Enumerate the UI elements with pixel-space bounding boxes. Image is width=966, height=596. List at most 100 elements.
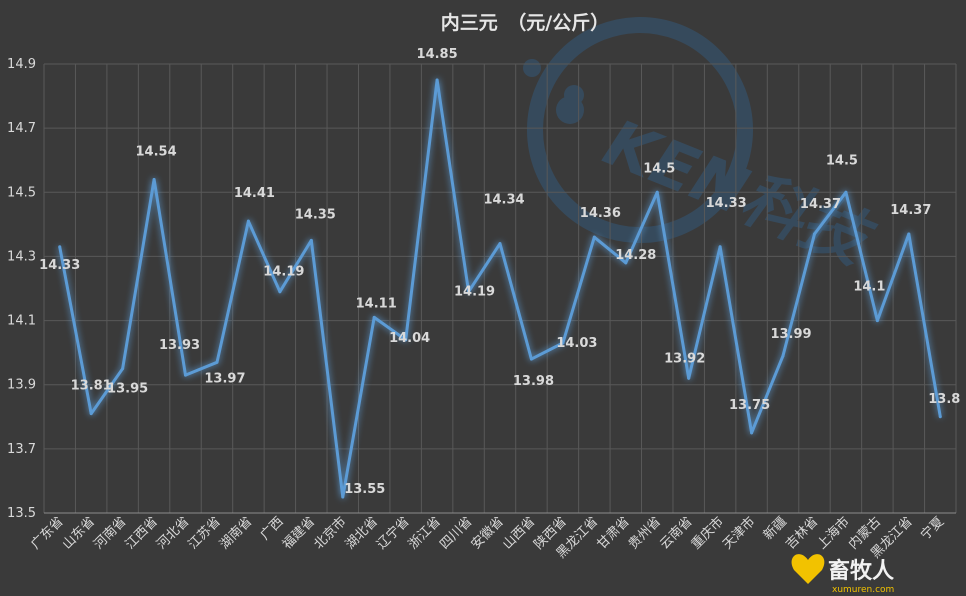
- y-axis: 13.5 13.7 13.9 14.1 14.3 14.5 14.7 14.9: [7, 57, 36, 521]
- data-point: [781, 354, 785, 358]
- x-tick-label: 天津市: [720, 514, 759, 553]
- y-tick-label: 13.5: [7, 506, 36, 521]
- data-label: 13.75: [729, 398, 770, 413]
- data-point: [121, 367, 125, 371]
- data-label: 13.81: [71, 379, 112, 394]
- data-point: [529, 357, 533, 361]
- data-point: [750, 431, 754, 435]
- data-label: 14.19: [454, 285, 495, 300]
- x-tick-label: 贵州省: [626, 514, 664, 552]
- data-point: [89, 412, 93, 416]
- data-label: 14.54: [136, 144, 177, 159]
- data-label: 14.03: [556, 336, 597, 351]
- x-tick-label: 吉林省: [783, 514, 821, 552]
- data-label: 14.11: [356, 296, 397, 311]
- chart-title: 内三元 （元/公斤）: [441, 11, 609, 34]
- data-point: [875, 319, 879, 323]
- series-line: [58, 78, 942, 499]
- x-tick-label: 辽宁省: [374, 514, 413, 553]
- data-label: 14.5: [643, 161, 675, 176]
- x-tick-label: 宁夏: [917, 514, 947, 544]
- data-label: 14.37: [800, 197, 841, 212]
- data-label: 13.8: [928, 392, 960, 407]
- data-label: 14.5: [826, 153, 858, 168]
- data-label: 14.33: [706, 196, 747, 211]
- site-watermark: 畜牧人 xumuren.com: [791, 554, 894, 595]
- data-label: 13.98: [513, 374, 554, 389]
- x-tick-label: 福建省: [280, 514, 318, 552]
- data-label: 14.04: [389, 331, 430, 346]
- data-label: 14.34: [483, 193, 524, 208]
- data-point: [341, 495, 345, 499]
- x-tick-label: 云南省: [657, 514, 696, 553]
- x-tick-label: 浙江省: [406, 514, 444, 552]
- data-point: [152, 177, 156, 181]
- data-point: [687, 376, 691, 380]
- data-point: [624, 261, 628, 265]
- data-point: [372, 315, 376, 319]
- data-point: [435, 78, 439, 82]
- data-point: [309, 238, 313, 242]
- data-label: 14.85: [417, 47, 458, 62]
- data-label: 14.37: [890, 203, 931, 218]
- data-point: [246, 219, 250, 223]
- data-point: [58, 245, 62, 249]
- data-label: 14.1: [853, 280, 885, 295]
- data-label: 14.19: [263, 265, 304, 280]
- data-point: [561, 341, 565, 345]
- x-tick-label: 安徽省: [469, 514, 507, 552]
- x-tick-label: 江苏省: [185, 514, 224, 553]
- site-url: xumuren.com: [832, 585, 894, 595]
- y-tick-label: 13.9: [7, 378, 36, 393]
- data-point: [498, 242, 502, 246]
- data-label: 13.93: [159, 338, 200, 353]
- data-point: [718, 245, 722, 249]
- data-label: 13.92: [664, 351, 705, 366]
- x-tick-label: 江西省: [123, 514, 161, 552]
- x-tick-label: 湖北省: [343, 514, 381, 552]
- data-label: 14.28: [615, 248, 656, 263]
- y-tick-label: 14.3: [7, 249, 36, 264]
- data-point: [467, 290, 471, 294]
- data-point: [215, 360, 219, 364]
- data-point: [278, 290, 282, 294]
- data-label: 13.99: [770, 327, 811, 342]
- data-label: 14.41: [234, 186, 275, 201]
- data-label: 14.35: [295, 207, 336, 222]
- x-tick-label: 重庆市: [688, 514, 727, 553]
- site-name: 畜牧人: [828, 558, 894, 584]
- data-point: [938, 415, 942, 419]
- data-label: 13.55: [344, 482, 385, 497]
- data-label: 14.33: [39, 258, 80, 273]
- data-point: [184, 373, 188, 377]
- y-tick-label: 14.9: [7, 57, 36, 72]
- x-tick-label: 山西省: [500, 514, 538, 552]
- x-tick-label: 山东省: [60, 514, 98, 552]
- heart-icon: [791, 554, 825, 584]
- data-point: [844, 190, 848, 194]
- data-label: 13.97: [204, 371, 245, 386]
- y-tick-label: 14.7: [7, 121, 36, 136]
- data-label: 14.36: [580, 206, 621, 221]
- x-tick-label: 上海市: [814, 514, 853, 553]
- y-tick-label: 14.5: [7, 185, 36, 200]
- data-label: 13.95: [107, 382, 148, 397]
- data-point: [655, 190, 659, 194]
- x-tick-label: 甘肃省: [594, 514, 632, 552]
- x-tick-label: 河北省: [154, 514, 192, 552]
- y-tick-label: 14.1: [7, 314, 36, 329]
- x-tick-label: 河南省: [91, 514, 130, 553]
- x-tick-label: 四川省: [437, 514, 475, 552]
- data-point: [812, 232, 816, 236]
- gridlines: [43, 63, 957, 514]
- data-point: [404, 338, 408, 342]
- data-point: [592, 235, 596, 239]
- series-line-group: [58, 78, 942, 499]
- y-tick-label: 13.7: [7, 442, 36, 457]
- data-point: [907, 232, 911, 236]
- x-tick-label: 北京市: [311, 514, 350, 553]
